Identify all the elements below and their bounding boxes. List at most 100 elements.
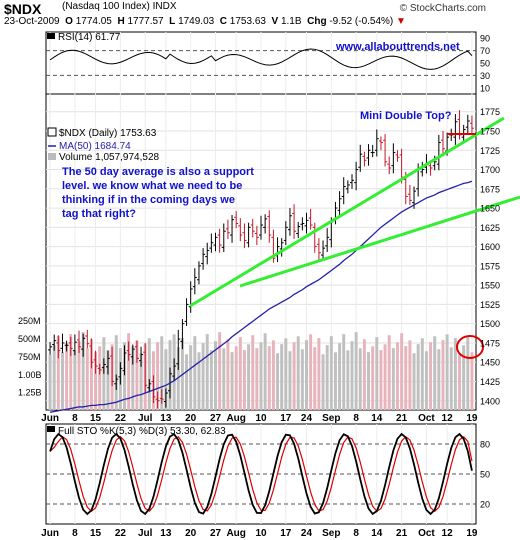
volume-bar <box>284 338 288 410</box>
volume-bar <box>255 348 259 410</box>
double-top-annotation: Mini Double Top? <box>360 110 452 122</box>
x-axis-label: 21 <box>396 413 408 424</box>
price-bar <box>192 268 197 295</box>
volume-bar <box>160 336 164 410</box>
price-bar <box>213 232 218 252</box>
x-axis-label: Jun <box>41 413 59 424</box>
comment-line-3: thinking if in the coming days we <box>62 194 235 206</box>
volume-bar <box>404 346 408 410</box>
chart-subtitle: (Nasdaq 100 Index) INDX <box>62 1 177 12</box>
price-bar <box>366 144 371 166</box>
price-bar <box>465 114 470 135</box>
volume-bar <box>350 341 354 410</box>
volume-bar <box>176 347 180 410</box>
price-bar <box>267 210 272 243</box>
volume-bar <box>230 352 234 410</box>
low-label: L <box>169 16 176 27</box>
x-axis-label: 14 <box>371 413 383 424</box>
price-tick-label: 1500 <box>480 319 500 329</box>
x-axis-label: 15 <box>90 413 102 424</box>
price-bar <box>97 363 102 375</box>
x-axis-label-bottom: 10 <box>255 528 267 539</box>
x-axis-label-bottom: 14 <box>371 528 383 539</box>
volume-bar <box>395 342 399 410</box>
volume-bar <box>358 348 362 410</box>
volume-bar <box>139 353 143 410</box>
price-bar <box>440 130 445 157</box>
price-bar <box>234 211 239 229</box>
price-bar <box>196 261 201 285</box>
volume-tick-label: 750M <box>18 352 41 362</box>
volume-bar <box>60 352 64 410</box>
price-bar <box>337 191 342 217</box>
price-bar <box>114 374 119 390</box>
volume-bar <box>362 339 366 410</box>
price-bar <box>436 134 441 171</box>
volume-bar <box>214 341 217 410</box>
price-bar <box>118 362 123 385</box>
price-bar <box>143 342 148 394</box>
volume-bar <box>292 342 296 410</box>
volume-bar <box>94 352 98 410</box>
price-bar <box>147 379 152 393</box>
open-value: 1774.05 <box>75 16 112 27</box>
rsi-label: RSI(14) 61.77 <box>58 32 121 43</box>
rsi-tick-label: 70 <box>480 46 490 56</box>
price-tick-label: 1650 <box>480 204 500 214</box>
price-bar <box>105 350 110 375</box>
rsi-tick-label: 50 <box>480 59 490 69</box>
volume-bar <box>338 343 342 410</box>
high-value: 1777.57 <box>127 16 164 27</box>
volume-bar <box>367 352 371 410</box>
volume-bar <box>449 347 453 410</box>
volume-bar <box>267 346 271 410</box>
volume-bar <box>317 338 321 410</box>
price-bar <box>56 335 61 359</box>
volume-bar <box>238 337 242 410</box>
volume-tick-label: 1.00B <box>18 370 42 380</box>
low-value: 1749.03 <box>178 16 215 27</box>
rsi-tick-label: 10 <box>480 83 490 93</box>
price-bar <box>387 156 392 175</box>
price-bar <box>188 281 193 313</box>
price-bar <box>155 391 160 409</box>
price-bar <box>354 161 359 191</box>
price-tick-label: 1625 <box>480 223 500 233</box>
volume-bar <box>48 354 52 410</box>
high-label: H <box>117 16 125 27</box>
volume-tick-label: 500M <box>18 334 41 344</box>
x-axis-label: 8 <box>72 413 78 424</box>
price-tick-label: 1600 <box>480 242 500 252</box>
x-axis-label-bottom: Jul <box>138 528 153 539</box>
volume-bar <box>114 335 118 410</box>
lower-trend-line <box>239 195 520 288</box>
price-tick-label: 1550 <box>480 281 500 291</box>
price-bar <box>345 180 350 194</box>
volume-bar <box>98 346 102 410</box>
volume-legend-swatch <box>48 153 56 160</box>
x-axis-label-bottom: Aug <box>226 528 245 539</box>
volume-bar <box>441 340 445 410</box>
volume-bar <box>333 352 337 410</box>
upper-trend-line <box>189 116 505 308</box>
rsi-tick-label: 30 <box>480 71 490 81</box>
price-bar <box>321 240 326 260</box>
volume-bar <box>412 353 416 410</box>
volume-legend: Volume 1,057,974,528 <box>59 152 160 163</box>
volume-bar <box>73 350 77 410</box>
price-tick-label: 1575 <box>480 261 500 271</box>
volume-bar <box>325 345 329 410</box>
price-bar <box>159 389 164 404</box>
price-tick-label: 1425 <box>480 377 500 387</box>
price-bar <box>110 346 115 387</box>
price-bar <box>172 358 177 381</box>
volume-bar <box>271 340 275 410</box>
price-bar <box>201 248 206 270</box>
price-bar <box>81 333 86 357</box>
price-bar <box>391 143 396 174</box>
volume-bar <box>77 341 81 410</box>
price-bar <box>122 345 127 376</box>
volume-bar <box>218 332 222 410</box>
price-bar <box>308 208 313 230</box>
